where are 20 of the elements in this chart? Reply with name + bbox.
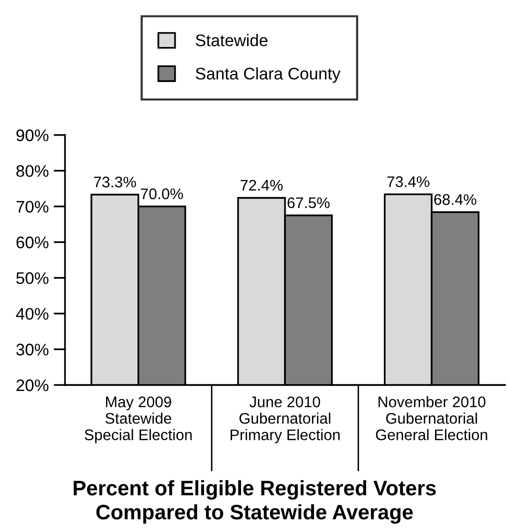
y-tick-label: 20% <box>16 379 48 392</box>
data-label: 70.0% <box>140 188 183 200</box>
data-label: 67.5% <box>288 197 330 208</box>
data-label: 72.4% <box>240 180 283 191</box>
y-tick-label: 90% <box>16 129 48 142</box>
y-tick-label: 50% <box>16 272 48 284</box>
data-label: 73.3% <box>94 176 136 188</box>
data-label: 68.4% <box>434 194 476 205</box>
x-tick-label: November 2010 Gubernatorial General Election <box>376 396 488 440</box>
data-label: 73.4% <box>387 176 430 188</box>
text: Percent of Eligible Registered Voters Compared to Statewide Average <box>74 480 436 524</box>
x-tick-label: May 2009 Statewide Special Election <box>84 396 192 444</box>
x-tick-label: June 2010 Gubernatorial Primary Election <box>230 396 340 444</box>
y-tick-label: 70% <box>16 200 48 213</box>
legend-label: Statewide <box>196 34 268 46</box>
y-tick-label: 80% <box>16 165 48 177</box>
y-tick-label: 40% <box>16 308 48 320</box>
y-tick-label: 30% <box>16 344 48 356</box>
y-tick-label: 60% <box>16 236 48 248</box>
legend-label: Santa Clara County <box>196 67 340 83</box>
